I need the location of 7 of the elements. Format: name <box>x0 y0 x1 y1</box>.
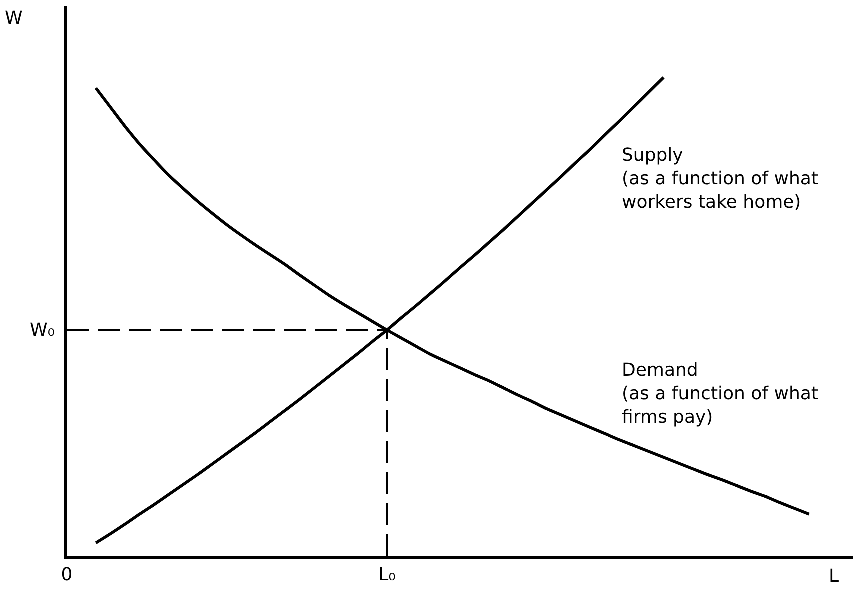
x-tick-label: 0 <box>61 564 73 586</box>
ref-line-label: W₀ <box>30 320 56 341</box>
x-tick-label: L₀ <box>378 564 396 586</box>
x-axis-title: L <box>829 566 840 587</box>
series-label: Supply (as a function of what workers take home) <box>622 145 818 213</box>
series-label: Demand (as a function of what firms pay) <box>622 360 818 428</box>
y-axis-title: W <box>5 8 23 29</box>
